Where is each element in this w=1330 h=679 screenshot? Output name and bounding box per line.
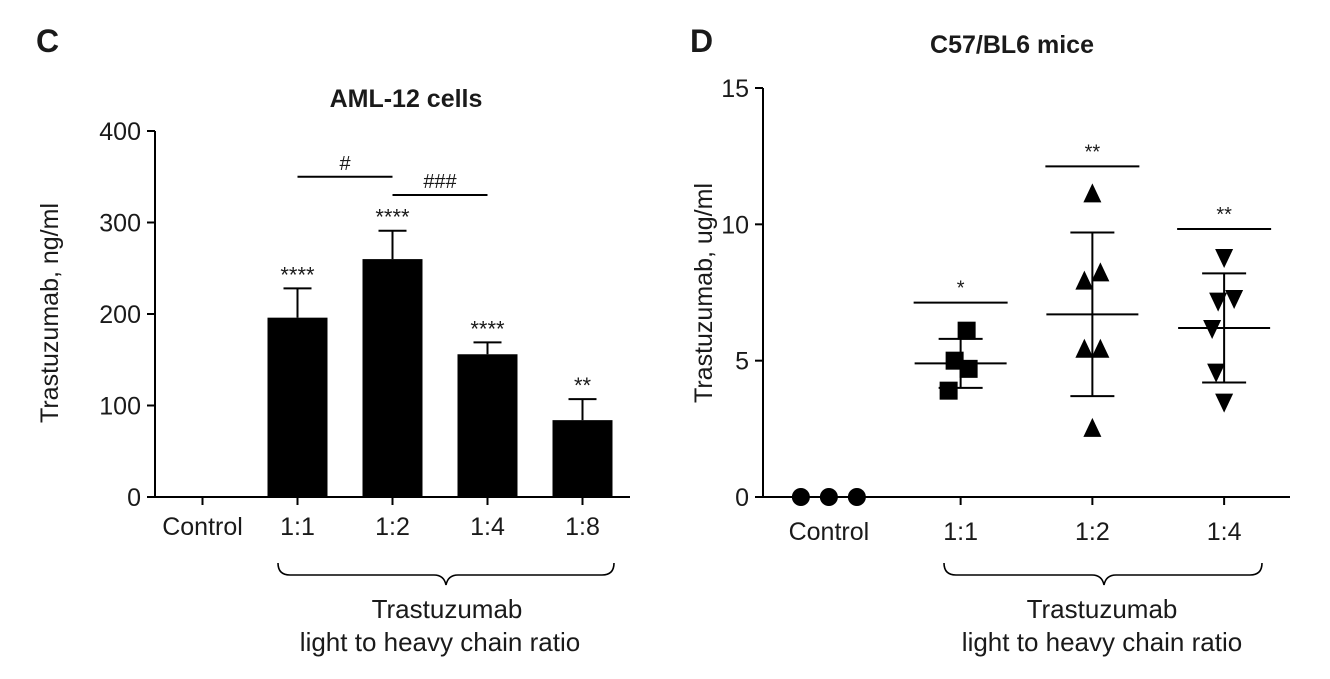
chart-d-point-triangle-up: [1075, 270, 1094, 290]
chart-d-point-square: [939, 381, 958, 400]
chart-c-annotations: **************####: [280, 153, 591, 398]
chart-c-significance-label: ****: [280, 262, 315, 287]
chart-d-group-brace: [943, 562, 1263, 586]
chart-d-point-triangle-up: [1091, 338, 1110, 358]
chart-c-y-axis-label: Trastuzumab, ng/ml: [36, 203, 64, 423]
chart-c: AML-12 cells Trastuzumab, ng/ml 0 100 200 3…: [36, 85, 630, 657]
chart-c-comparison-label: ###: [423, 171, 457, 193]
chart-d-x-axis-label-line1: Trastuzumab: [1027, 594, 1178, 624]
chart-d-point-triangle-down: [1209, 292, 1228, 312]
chart-c-x-axis-label-line2: light to heavy chain ratio: [300, 627, 580, 657]
chart-d: C57/BL6 mice Trastuzumab, ug/ml 0 5 10 15 C…: [690, 31, 1290, 657]
chart-d-point-triangle-down: [1207, 363, 1226, 383]
chart-c-x-tick-label: 1:8: [565, 513, 600, 541]
chart-d-y-axis: 0 5 10 15: [721, 75, 764, 512]
chart-c-significance-label: ****: [470, 316, 505, 341]
chart-c-y-tick-label: 100: [99, 393, 141, 421]
chart-d-point-triangle-down: [1203, 319, 1222, 339]
chart-c-comparison-label: #: [339, 153, 351, 175]
chart-d-x-axis-label-line2: light to heavy chain ratio: [962, 627, 1242, 657]
chart-d-point-circle: [819, 488, 838, 506]
chart-d-point-triangle-up: [1083, 183, 1102, 203]
chart-d-significance-label: *: [957, 278, 965, 300]
chart-d-point-square: [957, 321, 976, 340]
chart-d-point-triangle-up: [1083, 417, 1102, 437]
chart-d-point-triangle-down: [1215, 249, 1234, 269]
chart-c-x-axis-label-line1: Trastuzumab: [372, 594, 523, 624]
chart-d-significance-label: **: [1216, 204, 1232, 226]
chart-d-y-tick-label: 15: [721, 75, 749, 103]
chart-d-point-triangle-down: [1225, 289, 1244, 309]
chart-c-bar: [457, 354, 518, 497]
chart-d-point-triangle-down: [1215, 393, 1234, 413]
chart-c-x-tick-label: 1:2: [375, 513, 410, 541]
chart-d-x-axis: Control 1:1 1:2 1:4: [763, 496, 1290, 546]
chart-d-point-square: [945, 351, 964, 370]
chart-c-bar: [362, 259, 423, 497]
panel-label-d: D: [690, 23, 713, 59]
chart-c-bars: [267, 229, 613, 497]
chart-c-x-axis: Control 1:1 1:2 1:4 1:8: [155, 496, 630, 541]
chart-d-title: C57/BL6 mice: [930, 31, 1094, 59]
chart-c-bar: [552, 420, 613, 497]
chart-c-y-axis: 0 100 200 300 400: [99, 118, 156, 512]
chart-c-x-tick-label: 1:4: [470, 513, 505, 541]
chart-c-group-brace: [277, 562, 615, 586]
panel-label-c: C: [36, 23, 59, 59]
chart-d-annotations: *****: [913, 141, 1272, 304]
chart-d-y-axis-label: Trastuzumab, ug/ml: [690, 183, 718, 403]
chart-d-point-triangle-up: [1075, 338, 1094, 358]
chart-c-x-tick-label: Control: [162, 513, 243, 541]
chart-c-title: AML-12 cells: [330, 85, 483, 113]
chart-d-x-tick-label: Control: [789, 518, 870, 546]
chart-d-y-tick-label: 5: [735, 348, 749, 376]
chart-c-significance-label: **: [574, 373, 592, 398]
chart-c-x-tick-label: 1:1: [280, 513, 315, 541]
chart-c-significance-label: ****: [375, 205, 410, 230]
chart-d-x-tick-label: 1:2: [1075, 518, 1110, 546]
chart-d-y-tick-label: 10: [721, 211, 749, 239]
chart-d-x-tick-label: 1:1: [943, 518, 978, 546]
chart-d-points: [791, 183, 1271, 506]
chart-d-point-circle: [791, 488, 810, 506]
chart-c-y-tick-label: 200: [99, 301, 141, 329]
chart-d-point-triangle-up: [1091, 262, 1110, 282]
chart-c-y-tick-label: 300: [99, 210, 141, 238]
chart-c-y-tick-label: 400: [99, 118, 141, 146]
chart-c-y-tick-label: 0: [127, 484, 141, 512]
chart-d-x-tick-label: 1:4: [1207, 518, 1242, 546]
chart-c-bar: [267, 317, 328, 497]
chart-d-significance-label: **: [1085, 141, 1101, 163]
chart-d-point-circle: [847, 488, 866, 506]
chart-d-y-tick-label: 0: [735, 484, 749, 512]
